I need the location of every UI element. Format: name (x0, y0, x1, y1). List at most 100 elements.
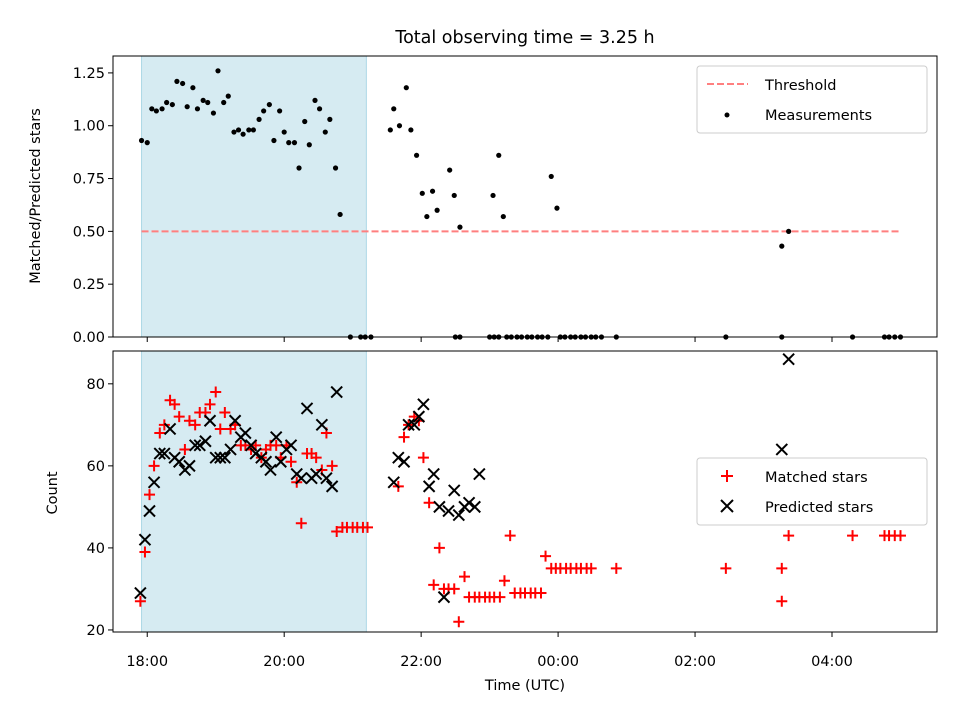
predicted-star-point (433, 500, 446, 514)
matched-star-point (776, 595, 788, 607)
legend-measurement-label: Measurements (765, 108, 872, 124)
measurement-point (235, 127, 242, 133)
legend-matched-label: Matched stars (765, 470, 868, 486)
y-tick-label: 0.75 (73, 172, 105, 188)
predicted-star-point (295, 471, 308, 485)
matched-star-point (453, 616, 465, 628)
legend-matched-swatch (721, 470, 733, 482)
matched-star-point (189, 419, 201, 431)
y-tick-label: 1.00 (73, 119, 105, 135)
predicted-star-point (228, 414, 242, 427)
measurement-point (434, 207, 440, 213)
matched-star-point (169, 398, 181, 410)
matched-star-point (498, 575, 510, 587)
measurement-point (225, 93, 231, 99)
x-tick-label: 02:00 (674, 654, 716, 670)
matched-star-point (433, 542, 445, 554)
y-axis-label-top: Matched/Predicted stars (28, 108, 44, 284)
matched-star-point (398, 431, 410, 443)
legend-predicted-swatch (720, 499, 734, 513)
measurement-point (159, 106, 165, 112)
x-axis-label: Time (UTC) (484, 678, 565, 694)
predicted-star-point (452, 508, 466, 522)
predicted-star-point (782, 352, 795, 366)
matched-star-point (417, 452, 429, 464)
matched-star-point (295, 517, 307, 529)
matched-star-point (428, 579, 440, 591)
matched-star-point (134, 595, 146, 607)
measurement-point (296, 165, 302, 171)
measurement-point (332, 165, 339, 171)
measurement-point (210, 110, 217, 116)
y-tick-label: 40 (87, 541, 105, 557)
measurement-point (322, 129, 328, 135)
measurement-point (419, 190, 425, 196)
measurement-point (291, 140, 298, 146)
x-tick-label: 00:00 (537, 654, 579, 670)
measurement-point (786, 228, 792, 234)
predicted-star-point (315, 418, 329, 432)
matched-star-point (783, 530, 795, 542)
predicted-star-point (249, 447, 262, 460)
predicted-star-point (153, 447, 166, 460)
measurement-point (190, 85, 196, 91)
measurement-point (180, 80, 186, 87)
measurement-point (250, 127, 256, 133)
measurement-point (184, 104, 190, 110)
predicted-star-point (244, 439, 258, 452)
matched-star-point (214, 423, 226, 435)
predicted-star-point (437, 590, 451, 604)
matched-star-point (776, 562, 788, 574)
measurement-point (413, 152, 420, 158)
predicted-star-point (775, 443, 788, 456)
measurement-point (174, 78, 180, 84)
measurement-point (408, 127, 414, 133)
predicted-star-point (462, 496, 476, 509)
matched-star-point (504, 530, 516, 542)
y-tick-label: 0.50 (73, 224, 105, 240)
predicted-star-point (274, 455, 287, 468)
axes-frame (112, 55, 938, 338)
predicted-star-point (330, 385, 343, 399)
measurement-point (500, 213, 506, 220)
bottom-panel-counts: 20 40 60 80 (87, 350, 938, 639)
legend-threshold-label: Threshold (764, 78, 836, 94)
measurement-point (548, 173, 554, 180)
measurement-point (387, 127, 393, 133)
measurement-point (316, 106, 323, 112)
measurement-point (490, 192, 496, 199)
measurement-point (231, 129, 237, 135)
matched-star-point (362, 521, 374, 533)
measurement-point (457, 224, 463, 230)
predicted-star-point (468, 500, 481, 514)
matched-star-point (448, 583, 460, 595)
predicted-star-point (320, 471, 333, 485)
measurement-point (447, 167, 453, 173)
legend-bottom: Matched stars Predicted stars (696, 457, 928, 526)
measurement-point (200, 97, 206, 103)
predicted-star-point (134, 586, 147, 600)
predicted-star-point (387, 476, 400, 489)
matched-star-point (610, 562, 622, 574)
y-axis-label-bottom: Count (45, 471, 61, 514)
predicted-star-point (203, 414, 217, 427)
predicted-star-point (473, 467, 486, 481)
matched-star-point (326, 460, 338, 472)
y-tick-label: 80 (87, 377, 105, 393)
measurement-point (281, 129, 287, 135)
predicted-star-point (239, 426, 252, 440)
predicted-star-point (284, 439, 298, 452)
predicted-star-point (163, 422, 177, 436)
measurement-point (215, 68, 221, 74)
legend-measurement-swatch (724, 112, 730, 118)
y-tick-label: 0.25 (73, 277, 105, 293)
measurement-point (169, 101, 175, 108)
predicted-star-point (214, 451, 227, 464)
predicted-star-point (193, 439, 206, 452)
matched-star-point (285, 456, 297, 468)
axes-frame (112, 350, 938, 633)
x-tick-label: 04:00 (811, 654, 853, 670)
matched-star-point (183, 415, 195, 427)
predicted-star-point (325, 480, 339, 493)
measurement-point (554, 205, 560, 211)
